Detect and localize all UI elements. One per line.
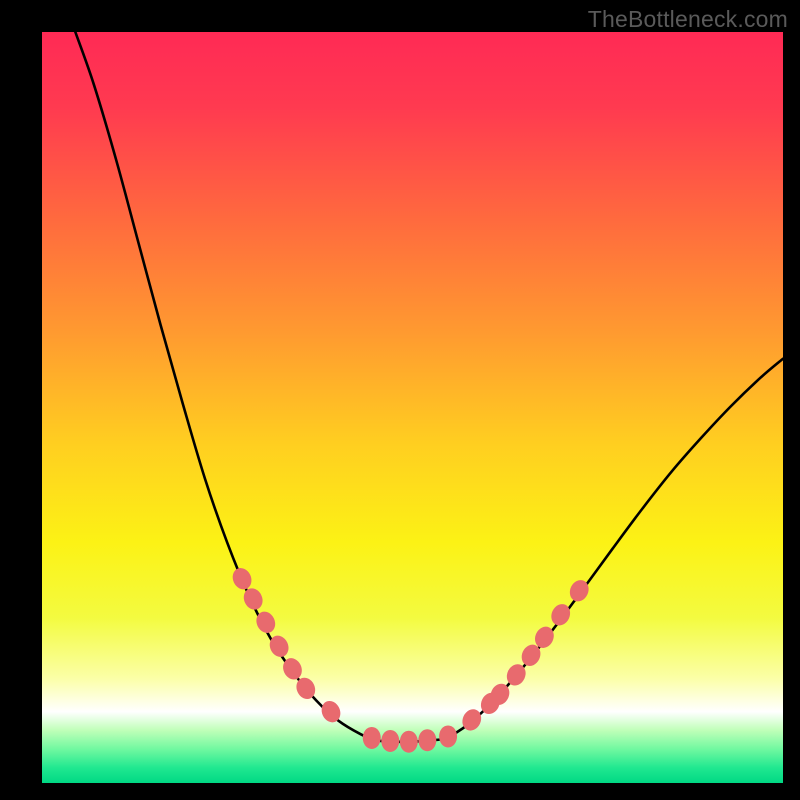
data-marker: [439, 725, 457, 747]
data-marker: [363, 727, 381, 749]
data-marker: [418, 729, 436, 751]
watermark-text: TheBottleneck.com: [588, 6, 788, 33]
curve-svg-layer: [42, 32, 783, 783]
data-marker: [381, 730, 399, 752]
chart-plot-area: [42, 32, 783, 783]
bottleneck-curve: [75, 32, 783, 742]
data-marker: [400, 731, 418, 753]
